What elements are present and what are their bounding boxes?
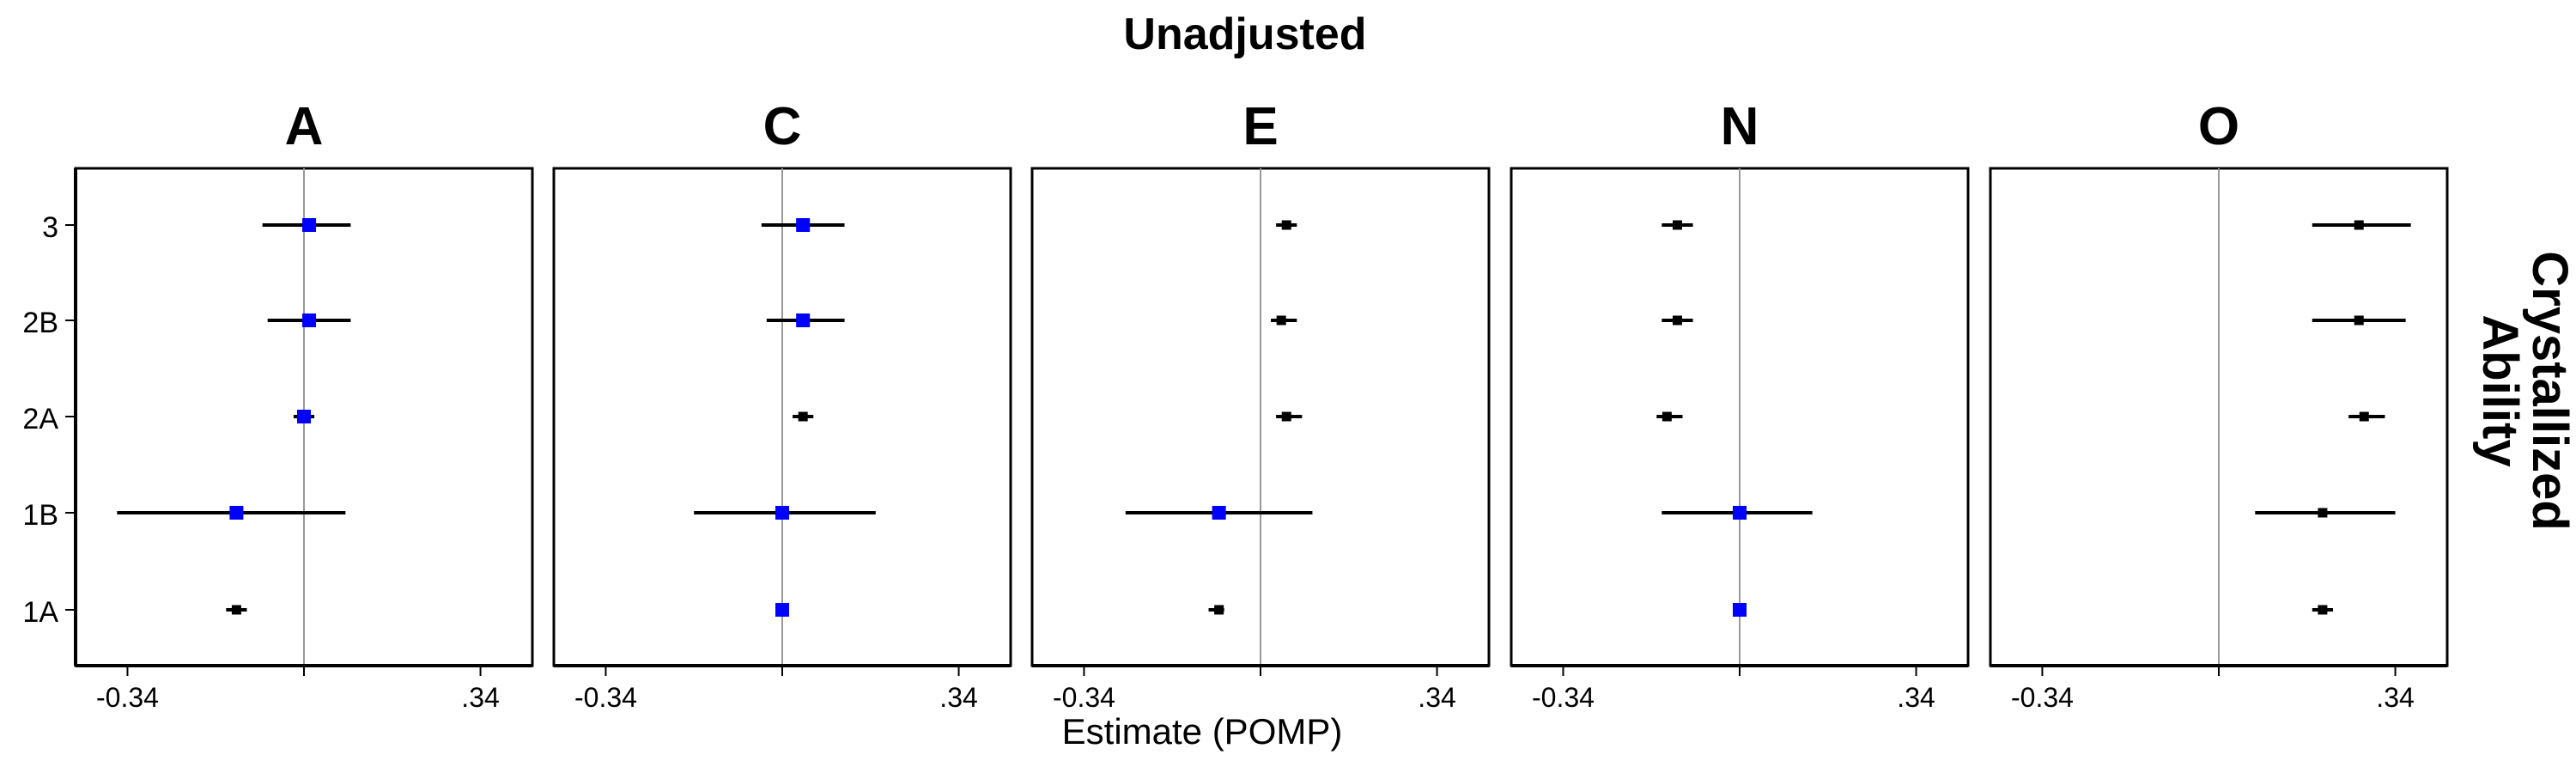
estimate-point-highlight	[1733, 603, 1747, 617]
x-tick-label: -0.34	[574, 682, 637, 713]
estimate-point	[798, 411, 808, 422]
facet-label: A	[285, 97, 324, 156]
x-tick-label: -0.34	[96, 682, 159, 713]
y-tick-label: 2B	[22, 307, 58, 339]
x-tick-label: .34	[1897, 682, 1935, 713]
x-tick-label: .34	[1418, 682, 1455, 713]
estimate-point-highlight	[302, 313, 317, 327]
estimate-point	[1672, 220, 1682, 230]
y-tick-label: 2A	[22, 403, 58, 435]
estimate-point-highlight	[302, 218, 317, 232]
estimate-point-highlight	[796, 313, 811, 327]
estimate-point	[2359, 411, 2369, 422]
y-tick-label: 1B	[22, 499, 58, 532]
estimate-point	[2354, 315, 2364, 326]
y-tick-label: 3	[42, 211, 58, 244]
estimate-point	[2318, 508, 2328, 518]
estimate-point-highlight	[1212, 506, 1226, 520]
x-tick-label: .34	[939, 682, 977, 713]
row-strip-label-line: Ability	[2472, 314, 2528, 466]
estimate-point	[2354, 220, 2364, 230]
x-tick-label: .34	[461, 682, 499, 713]
estimate-point	[1214, 605, 1224, 615]
estimate-point	[231, 605, 241, 615]
estimate-point-highlight	[775, 506, 789, 520]
x-axis-title: Estimate (POMP)	[1061, 711, 1343, 752]
y-tick-label: 1A	[22, 596, 58, 629]
facet-label: N	[1721, 97, 1759, 156]
figure-title: Unadjusted	[1123, 9, 1367, 59]
facet-label: C	[763, 97, 802, 156]
estimate-point	[1672, 315, 1682, 326]
x-tick-label: -0.34	[1053, 682, 1115, 713]
estimate-point-highlight	[1733, 506, 1747, 520]
row-strip-label: CrystallizedAbility	[2472, 251, 2576, 531]
row-strip-label-line: Crystallized	[2522, 251, 2576, 531]
x-tick-label: -0.34	[1532, 682, 1595, 713]
x-tick-label: -0.34	[2011, 682, 2074, 713]
estimate-point-highlight	[229, 506, 244, 520]
estimate-point-highlight	[297, 410, 311, 423]
estimate-point-highlight	[796, 218, 811, 232]
estimate-point	[1281, 220, 1291, 230]
estimate-point	[2318, 605, 2328, 615]
estimate-point	[1662, 411, 1672, 422]
estimate-point	[1281, 411, 1291, 422]
x-tick-label: .34	[2376, 682, 2414, 713]
estimate-point	[1276, 315, 1286, 326]
facet-label: O	[2198, 97, 2239, 156]
facet-label: E	[1242, 97, 1278, 156]
estimate-point-highlight	[775, 603, 789, 617]
